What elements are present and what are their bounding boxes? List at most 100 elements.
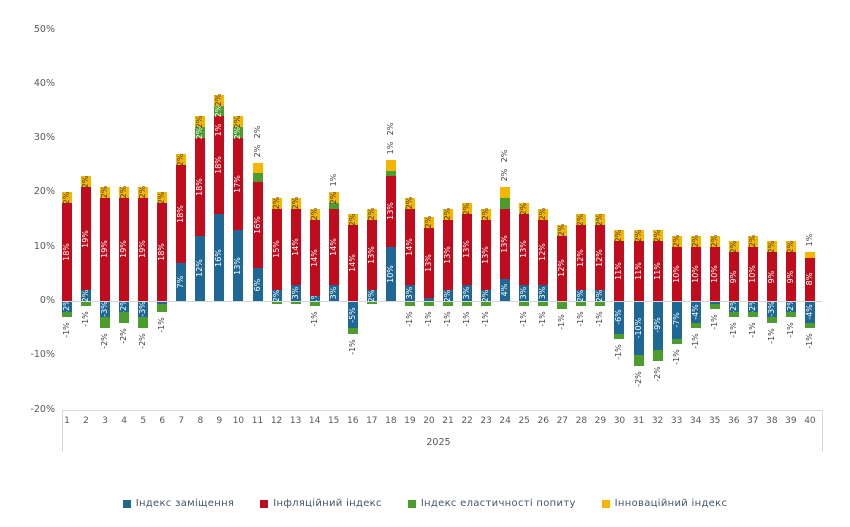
bar-segment-yellow (709, 235, 720, 247)
bar-segment-blue (633, 301, 644, 356)
bar-value-label: 2% (671, 234, 681, 248)
bar-segment-blue (538, 284, 549, 301)
x-tick-label: 27 (556, 416, 569, 426)
bar-value-label: -10% (633, 317, 643, 339)
bar-segment-red (519, 214, 530, 285)
x-axis-line (62, 410, 822, 411)
bar-segment-red (81, 186, 92, 291)
bar-value-label: 14% (328, 237, 338, 256)
x-tick-label: 29 (594, 416, 607, 426)
bar-value-label: 2% (500, 149, 510, 163)
bar-value-label: 2% (462, 202, 472, 216)
x-tick-label: 8 (197, 416, 204, 426)
bar-value-label: 2% (595, 213, 605, 226)
bar-value-label: -1% (614, 344, 624, 360)
bar-value-label: 13% (233, 256, 243, 275)
bar-value-label: -2% (652, 365, 662, 382)
bar-segment-red (62, 203, 72, 301)
bar-value-label: 2% (443, 207, 452, 221)
x-tick-label: 19 (404, 416, 416, 426)
bar-segment-red (119, 197, 130, 301)
x-tick-label: 24 (499, 416, 511, 426)
bar-value-label: 2% (633, 229, 643, 243)
x-tick-label: 16 (347, 416, 359, 426)
bar-segment-green (804, 322, 815, 329)
legend-swatch-icon (407, 499, 416, 508)
bar-segment-green (728, 311, 739, 318)
bar-segment-yellow (633, 230, 644, 242)
bar-value-label: 2% (119, 186, 129, 199)
bar-segment-yellow (728, 241, 739, 253)
bar-segment-green (138, 317, 149, 329)
bar-value-label: 2% (614, 229, 624, 243)
x-axis-group-label: 2025 (426, 437, 451, 448)
bar-value-label: 2% (385, 122, 395, 136)
bar-value-label: 10% (690, 264, 700, 283)
bar-segment-green (100, 317, 111, 329)
bar-value-label: 12% (595, 248, 605, 267)
x-tick-label: 39 (785, 416, 797, 426)
bar-segment-yellow (347, 214, 358, 225)
bar-value-label: -1% (538, 311, 548, 328)
x-tick-label: 1 (64, 416, 70, 426)
bar-value-label: -4% (804, 304, 814, 320)
bar-value-label: 2% (709, 234, 719, 248)
bar-value-label: 2% (214, 104, 224, 118)
bar-segment-blue (328, 284, 339, 301)
bar-value-label: 13% (462, 240, 472, 259)
bar-value-label: 2% (500, 168, 510, 182)
bar-segment-blue (709, 301, 720, 304)
bar-segment-yellow (595, 214, 606, 225)
bar-segment-green (671, 339, 682, 345)
y-tick-label: 50% (33, 23, 55, 35)
bar-segment-blue (385, 246, 396, 301)
bar-segment-red (576, 224, 587, 291)
y-tick-label: 0% (39, 295, 55, 306)
bar-segment-red (595, 224, 606, 291)
x-tick-label: 17 (366, 416, 378, 426)
bar-value-label: 2% (766, 240, 776, 254)
x-tick-label: 12 (270, 416, 283, 426)
bar-segment-red (709, 246, 720, 301)
bar-segment-red (804, 257, 815, 301)
bar-value-label: 9% (766, 270, 776, 283)
bar-segment-red (366, 219, 377, 291)
bar-segment-green (119, 311, 130, 323)
bar-value-label: 2% (195, 115, 205, 129)
bar-segment-yellow (576, 214, 587, 225)
bar-value-label: -1% (671, 349, 681, 366)
bar-value-label: -1% (462, 311, 472, 328)
bar-value-label: 2% (366, 207, 376, 221)
bar-value-label: -7% (671, 312, 681, 328)
bar-segment-blue (252, 268, 263, 301)
bar-segment-blue (81, 290, 92, 301)
bar-value-label: 18% (176, 205, 186, 223)
x-axis-end-tick (62, 410, 63, 452)
bar-value-label: 2% (100, 186, 110, 199)
bar-segment-blue (500, 279, 511, 301)
bar-segment-blue (195, 235, 206, 301)
bar-segment-yellow (423, 216, 434, 228)
bar-value-label: -2% (633, 371, 643, 387)
x-tick-label: 3 (102, 416, 108, 426)
bar-segment-green (309, 301, 320, 307)
bar-value-label: 3% (404, 286, 414, 300)
legend-item: Індекс заміщення (122, 498, 235, 509)
bar-value-label: 1% (385, 141, 395, 155)
bar-segment-red (404, 208, 415, 285)
bar-segment-blue (519, 284, 530, 301)
bar-value-label: 2% (252, 144, 262, 157)
bar-value-label: -1% (785, 322, 795, 339)
bar-segment-red (214, 116, 225, 215)
bar-segment-green (519, 301, 530, 307)
bar-segment-red (500, 208, 511, 280)
bar-segment-green (62, 311, 72, 318)
x-tick-label: 37 (747, 416, 759, 426)
x-tick-label: 40 (804, 416, 816, 426)
bar-segment-blue (462, 284, 473, 301)
bar-value-label: 4% (500, 283, 510, 297)
bar-segment-red (747, 246, 758, 301)
legend-label: Індекс еластичності попиту (420, 498, 576, 509)
bar-segment-yellow (119, 186, 130, 198)
bar-segment-yellow (157, 192, 168, 204)
